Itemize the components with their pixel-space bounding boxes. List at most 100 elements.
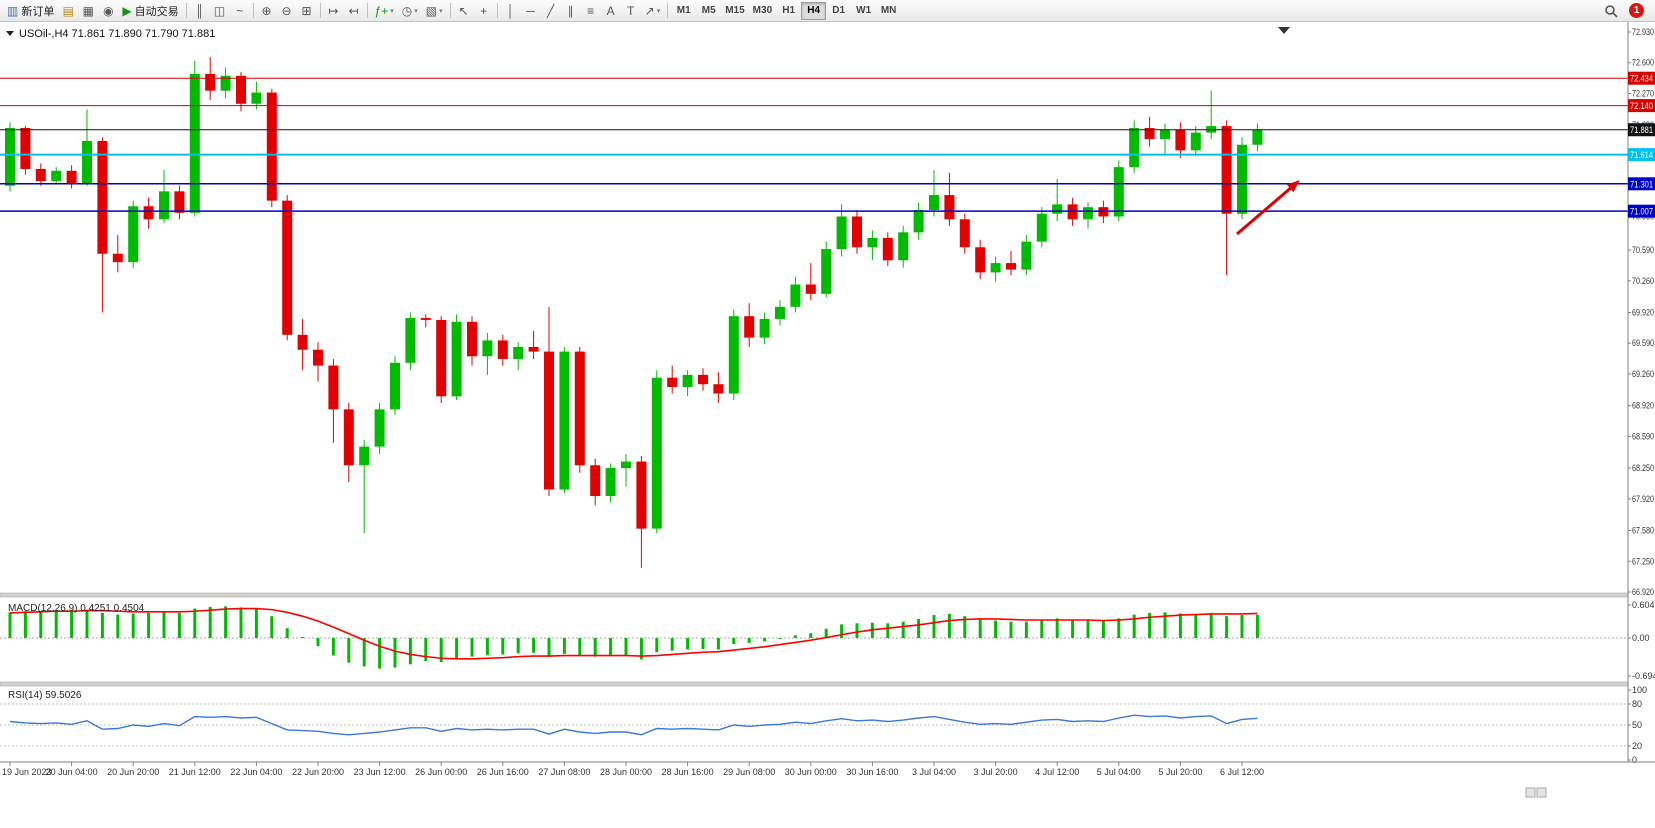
toolbar-separator <box>496 3 498 18</box>
fibonacci-button[interactable]: ≡ <box>581 1 601 21</box>
macd-label: MACD(12,26,9) 0.4251 0.4504 <box>8 603 145 614</box>
price-axis-label: 66.920 <box>1632 587 1654 597</box>
notification-badge[interactable]: 1 <box>1629 3 1644 18</box>
trendline-button[interactable]: ╱ <box>541 1 561 21</box>
cursor-button[interactable]: ↖ <box>454 1 474 21</box>
arrow-annotation[interactable] <box>1236 184 1295 236</box>
chart-canvas[interactable]: 72.93072.60072.27071.93071.61071.28070.9… <box>0 22 1655 828</box>
candle-body <box>97 141 108 254</box>
timeframe-h1-button[interactable]: H1 <box>782 5 796 16</box>
templates-button[interactable]: ▧ ▾ <box>422 1 447 21</box>
price-axis-label: 70.590 <box>1632 245 1654 255</box>
price-tag <box>1628 204 1655 218</box>
candle-body <box>251 92 262 104</box>
candle-body <box>651 377 662 529</box>
indicators-button[interactable]: ƒ+ ▾ <box>371 1 398 21</box>
timeframe-m5-button[interactable]: M5 <box>701 5 716 16</box>
market-watch-icon: ▤ <box>62 3 75 18</box>
chart-shift-marker[interactable] <box>1278 27 1290 34</box>
candle-body <box>1083 207 1093 220</box>
price-tag-label: 71.614 <box>1630 150 1653 160</box>
candle-body <box>220 75 231 91</box>
macd-histogram <box>8 606 1259 669</box>
text-button[interactable]: A <box>601 1 621 21</box>
search-icon <box>1605 4 1618 18</box>
arrows-button[interactable]: ↗ ▾ <box>641 1 665 21</box>
chart-shift-button[interactable]: ↤ <box>344 1 364 21</box>
candle-body <box>775 306 785 319</box>
bar-chart-button[interactable]: ║ <box>190 1 210 21</box>
candle-body <box>898 232 909 261</box>
candle-body <box>1052 204 1063 214</box>
candle-body <box>790 284 801 307</box>
navigator-button[interactable]: ◉ <box>98 1 118 21</box>
timeframe-h4-button[interactable]: H4 <box>801 1 827 20</box>
panel-splitter[interactable] <box>0 592 1655 598</box>
new-order-button[interactable]: ▥ 新订单 <box>3 1 58 21</box>
time-axis-label: 30 Jun 16:00 <box>846 767 898 777</box>
chart-title: USOil-,H4 71.861 71.890 71.790 71.881 <box>19 28 215 40</box>
timeframe-d1-button[interactable]: D1 <box>832 5 846 16</box>
timeframe-m30-button[interactable]: M30 <box>752 5 773 16</box>
time-axis-label: 20 Jun 04:00 <box>46 767 98 777</box>
price-tag-label: 71.007 <box>1630 207 1653 217</box>
toolbar-separator <box>252 3 254 18</box>
crosshair-button[interactable]: + <box>474 1 494 21</box>
timeframe-m15-button[interactable]: M15 <box>725 5 745 16</box>
auto-scroll-button[interactable]: ↦ <box>324 1 344 21</box>
candle-body <box>328 365 339 410</box>
time-axis-label: 4 Jul 12:00 <box>1035 767 1079 777</box>
line-chart-button[interactable]: ~ <box>230 1 250 21</box>
dropdown-caret-icon: ▾ <box>414 7 418 15</box>
text-label-icon: T <box>626 3 635 18</box>
chart-dropdown-icon[interactable] <box>6 31 14 36</box>
tile-windows-button[interactable]: ⊞ <box>297 1 317 21</box>
macd-axis-label: -0.6945 <box>1632 671 1655 681</box>
price-axis-label: 69.590 <box>1632 338 1654 348</box>
price-axis-label: 70.260 <box>1632 276 1654 286</box>
time-axis-label: 30 Jun 00:00 <box>785 767 837 777</box>
timeframe-mn-button[interactable]: MN <box>880 5 897 16</box>
zoom-in-button[interactable]: ⊕ <box>257 1 277 21</box>
price-axis-label: 69.920 <box>1632 307 1654 317</box>
timeframe-m1-button[interactable]: M1 <box>676 5 691 16</box>
channel-button[interactable]: ∥ <box>561 1 581 21</box>
text-label-button[interactable]: T <box>621 1 641 21</box>
price-axis-label: 68.590 <box>1632 431 1654 441</box>
search-button[interactable] <box>1600 1 1622 21</box>
vertical-line-button[interactable]: │ <box>501 1 521 21</box>
scrollbar-button[interactable] <box>1525 787 1536 798</box>
price-tag <box>1628 177 1655 191</box>
autotrading-button-label: 自动交易 <box>134 5 179 18</box>
toolbar-separator <box>449 3 451 18</box>
candle-body <box>5 127 15 186</box>
macd-axis-label: 0.00 <box>1632 633 1650 643</box>
dropdown-caret-icon: ▾ <box>390 7 394 15</box>
market-watch-button[interactable]: ▤ <box>58 1 78 21</box>
time-axis-label: 21 Jun 12:00 <box>169 767 221 777</box>
data-window-button[interactable]: ▦ <box>78 1 98 21</box>
candle-body <box>143 206 154 220</box>
candle-body <box>728 316 739 394</box>
timeframe-w1-button[interactable]: W1 <box>856 5 872 16</box>
new-order-button-label: 新订单 <box>21 5 55 18</box>
candle-body <box>513 346 524 360</box>
panel-splitter[interactable] <box>0 681 1655 687</box>
clock-icon: ◷ <box>401 3 413 18</box>
time-axis-label: 22 Jun 04:00 <box>230 767 282 777</box>
zoom-out-button[interactable]: ⊖ <box>277 1 297 21</box>
macd-axis-label: 0.6043 <box>1632 600 1655 610</box>
text-icon: A <box>606 3 615 18</box>
time-axis-label: 20 Jun 20:00 <box>107 767 159 777</box>
scrollbar-button[interactable] <box>1536 787 1547 798</box>
candlestick-chart-button[interactable]: ◫ <box>210 1 230 21</box>
dropdown-caret-icon: ▾ <box>439 7 443 15</box>
auto-scroll-icon: ↦ <box>328 3 339 18</box>
horizontal-line-button[interactable]: ─ <box>521 1 541 21</box>
line-chart-icon: ~ <box>236 3 244 18</box>
arrow-annotation-head <box>1286 180 1300 193</box>
autotrading-button[interactable]: ▶ 自动交易 <box>118 1 182 21</box>
periods-button[interactable]: ◷ ▾ <box>398 1 422 21</box>
candle-body <box>436 319 447 397</box>
vertical-line-icon: │ <box>506 3 515 18</box>
